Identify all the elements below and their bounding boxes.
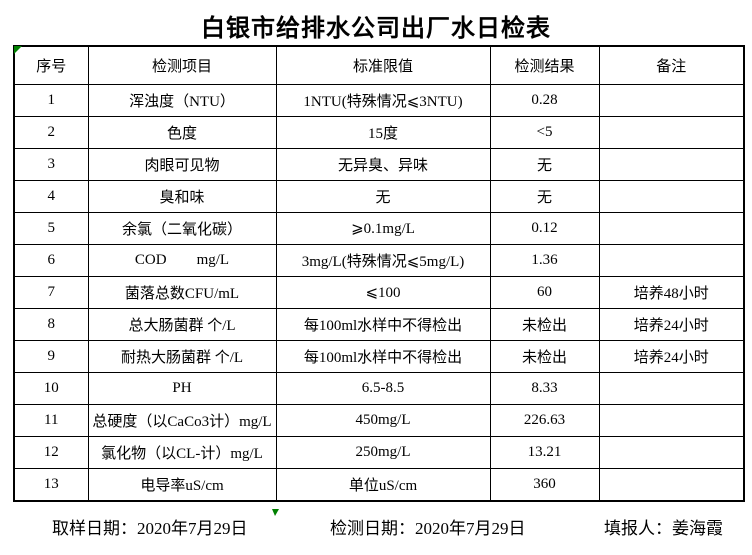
cell-result: 8.33 [489,372,600,405]
cell-result: 0.28 [489,84,600,117]
cell-index: 13 [13,468,89,502]
cell-item: 肉眼可见物 [87,148,277,181]
cell-index: 2 [13,116,89,149]
column-header-remark: 备注 [598,45,745,85]
reporter-label: 填报人： [604,519,672,538]
cell-standard: 无 [275,180,491,213]
cell-index: 8 [13,308,89,341]
cell-result: 0.12 [489,212,600,245]
table-row: 13 电导率uS/cm 单位uS/cm 360 [13,468,745,502]
table-row: 12 氯化物（以CL-计）mg/L 250mg/L 13.21 [13,436,745,469]
cell-standard: 每100ml水样中不得检出 [275,340,491,373]
column-header-index: 序号 [13,45,89,85]
cell-result: <5 [489,116,600,149]
cell-index: 12 [13,436,89,469]
cell-remark: 培养24小时 [598,308,745,341]
cell-remark [598,404,745,437]
cell-item: 浑浊度（NTU） [87,84,277,117]
cell-standard: 6.5-8.5 [275,372,491,405]
cell-remark [598,244,745,277]
table-row: 10 PH 6.5-8.5 8.33 [13,372,745,405]
cell-index: 3 [13,148,89,181]
cell-item: 氯化物（以CL-计）mg/L [87,436,277,469]
test-date-value: 2020年7月29日 [415,519,526,538]
cell-item: PH [87,372,277,405]
cell-index: 7 [13,276,89,309]
column-header-result: 检测结果 [489,45,600,85]
excel-bottom-marker-icon [272,509,279,516]
cell-standard: ⩾0.1mg/L [275,212,491,245]
table-row: 7 菌落总数CFU/mL ⩽100 60 培养48小时 [13,276,745,309]
cell-item: 耐热大肠菌群 个/L [87,340,277,373]
excel-corner-marker-icon [14,46,22,54]
cell-remark [598,84,745,117]
cell-remark [598,148,745,181]
cell-index: 10 [13,372,89,405]
cell-index: 11 [13,404,89,437]
cell-item: 余氯（二氧化碳） [87,212,277,245]
cell-standard: 1NTU(特殊情况⩽3NTU) [275,84,491,117]
column-header-item: 检测项目 [87,45,277,85]
cell-result: 226.63 [489,404,600,437]
sample-date: 取样日期：2020年7月29日 [52,514,248,539]
cell-remark [598,468,745,502]
cell-standard: 15度 [275,116,491,149]
table-row: 11 总硬度（以CaCo3计）mg/L 450mg/L 226.63 [13,404,745,437]
cell-item: 总大肠菌群 个/L [87,308,277,341]
page-title: 白银市给排水公司出厂水日检表 [201,16,551,42]
cell-remark [598,212,745,245]
table-row: 6 COD mg/L 3mg/L(特殊情况⩽5mg/L) 1.36 [13,244,745,277]
cell-result: 360 [489,468,600,502]
cell-remark: 培养48小时 [598,276,745,309]
cell-standard: 3mg/L(特殊情况⩽5mg/L) [275,244,491,277]
cell-result: 未检出 [489,340,600,373]
cell-index: 5 [13,212,89,245]
cell-standard: 每100ml水样中不得检出 [275,308,491,341]
cell-index: 4 [13,180,89,213]
cell-standard: 450mg/L [275,404,491,437]
table-row: 2 色度 15度 <5 [13,116,745,149]
cell-result: 1.36 [489,244,600,277]
cell-item: 菌落总数CFU/mL [87,276,277,309]
cell-remark [598,180,745,213]
table-row: 8 总大肠菌群 个/L 每100ml水样中不得检出 未检出 培养24小时 [13,308,745,341]
table-row: 1 浑浊度（NTU） 1NTU(特殊情况⩽3NTU) 0.28 [13,84,745,117]
cell-item: 总硬度（以CaCo3计）mg/L [87,404,277,437]
cell-item: 臭和味 [87,180,277,213]
cell-item: 电导率uS/cm [87,468,277,502]
test-date-label: 检测日期： [330,519,415,538]
cell-item: COD mg/L [87,244,277,277]
cell-remark [598,372,745,405]
inspection-table: 序号 检测项目 标准限值 检测结果 备注 1 浑浊度（NTU） 1NTU(特殊情况⩽3NTU… [13,45,745,502]
cell-standard: 250mg/L [275,436,491,469]
table-row: 5 余氯（二氧化碳） ⩾0.1mg/L 0.12 [13,212,745,245]
cell-standard: 单位uS/cm [275,468,491,502]
cell-result: 无 [489,180,600,213]
cell-remark: 培养24小时 [598,340,745,373]
cell-standard: 无异臭、异味 [275,148,491,181]
column-header-standard: 标准限值 [275,45,491,85]
sample-date-value: 2020年7月29日 [137,519,248,538]
cell-item: 色度 [87,116,277,149]
reporter: 填报人：姜海霞 [604,514,723,539]
table-row: 9 耐热大肠菌群 个/L 每100ml水样中不得检出 未检出 培养24小时 [13,340,745,373]
cell-index: 1 [13,84,89,117]
reporter-name: 姜海霞 [672,519,723,538]
cell-result: 无 [489,148,600,181]
footer-line: 取样日期：2020年7月29日 检测日期：2020年7月29日 填报人：姜海霞 [0,514,752,540]
test-date: 检测日期：2020年7月29日 [330,514,526,539]
cell-index: 9 [13,340,89,373]
cell-result: 60 [489,276,600,309]
sample-date-label: 取样日期： [52,519,137,538]
cell-standard: ⩽100 [275,276,491,309]
cell-remark [598,116,745,149]
cell-index: 6 [13,244,89,277]
cell-result: 13.21 [489,436,600,469]
cell-remark [598,436,745,469]
header-row: 序号 检测项目 标准限值 检测结果 备注 [13,45,745,85]
table-row: 4 臭和味无无 [13,180,745,213]
table-row: 3 肉眼可见物 无异臭、异味无 [13,148,745,181]
cell-result: 未检出 [489,308,600,341]
